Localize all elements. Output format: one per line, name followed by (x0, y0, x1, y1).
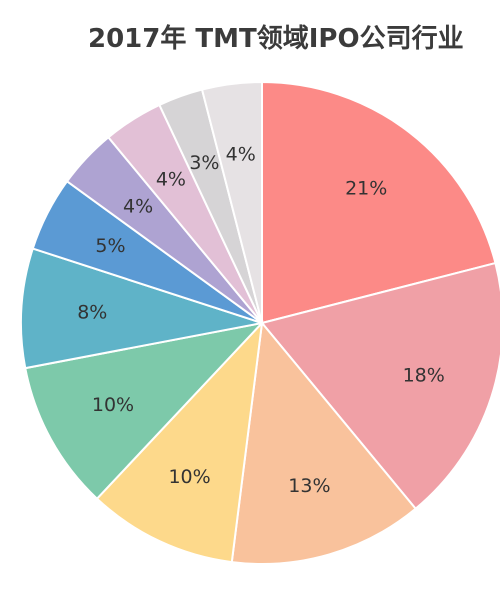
chart-title: 2017年 TMT领域IPO公司行业 (88, 24, 464, 54)
pie-slice (260, 261, 500, 511)
slice-label: 21% (345, 178, 387, 200)
pie-slice (20, 247, 263, 370)
slice-label: 5% (95, 235, 125, 257)
pie-slice (200, 80, 263, 324)
pie-slice (24, 321, 265, 501)
slice-label: 13% (288, 475, 330, 497)
pie-slice (230, 320, 418, 565)
pie-slice (95, 320, 264, 564)
slice-labels: 21%18%13%10%10%8%5%4%4%3% 4% (77, 143, 445, 497)
slice-label: 4% (156, 169, 186, 191)
pie-slices (20, 80, 500, 565)
slice-label: 4% (226, 143, 256, 165)
slice-label: 4% (123, 196, 153, 218)
slice-label: 3% (189, 152, 219, 174)
slice-label: 10% (92, 394, 134, 416)
slice-label: 10% (168, 466, 210, 488)
slice-label: 8% (77, 301, 107, 323)
slice-label: 18% (403, 365, 445, 387)
pie-slice (261, 80, 497, 325)
